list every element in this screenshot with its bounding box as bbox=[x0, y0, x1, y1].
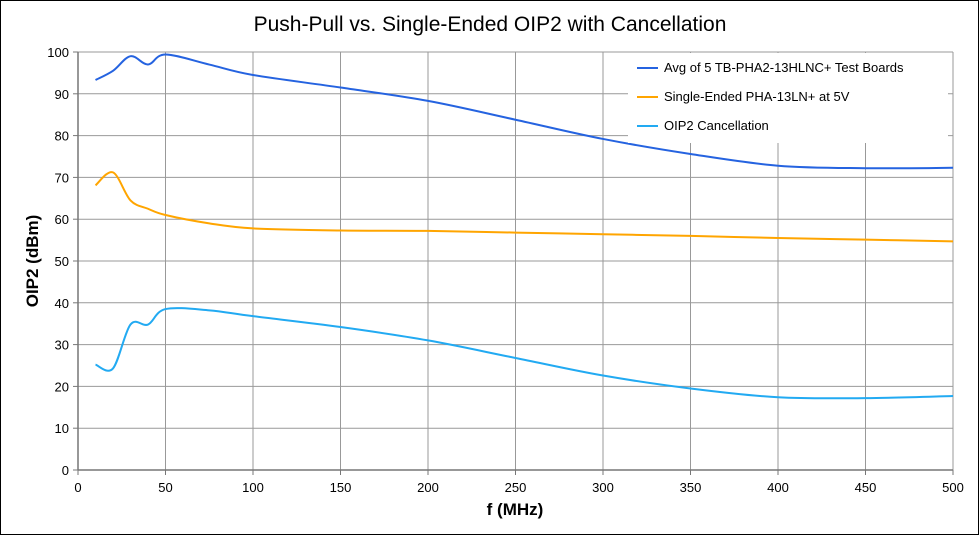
series-line-1 bbox=[94, 171, 954, 243]
legend: Avg of 5 TB-PHA2-13HLNC+ Test Boards Sing… bbox=[628, 53, 948, 143]
x-tick-label: 250 bbox=[505, 480, 527, 495]
y-tick-label: 100 bbox=[47, 45, 69, 60]
x-tick-label: 150 bbox=[330, 480, 352, 495]
series-line-0 bbox=[95, 53, 954, 170]
x-tick-label: 200 bbox=[417, 480, 439, 495]
y-tick-label: 20 bbox=[55, 379, 69, 394]
legend-label: Avg of 5 TB-PHA2-13HLNC+ Test Boards bbox=[664, 60, 904, 75]
series-line-2 bbox=[95, 307, 954, 400]
y-axis-label: OIP2 (dBm) bbox=[23, 215, 42, 308]
legend-background bbox=[628, 53, 948, 143]
x-tick-label: 0 bbox=[74, 480, 81, 495]
x-tick-label: 500 bbox=[942, 480, 964, 495]
x-tick-label: 100 bbox=[242, 480, 264, 495]
x-tick-label: 300 bbox=[592, 480, 614, 495]
y-tick-label: 30 bbox=[55, 338, 69, 353]
y-tick-label: 50 bbox=[55, 254, 69, 269]
y-tick-label: 90 bbox=[55, 87, 69, 102]
y-tick-label: 40 bbox=[55, 296, 69, 311]
x-axis-label: f (MHz) bbox=[487, 500, 544, 519]
x-tick-label: 400 bbox=[767, 480, 789, 495]
y-tick-label: 70 bbox=[55, 170, 69, 185]
y-tick-label: 10 bbox=[55, 421, 69, 436]
y-tick-label: 80 bbox=[55, 129, 69, 144]
legend-label: Single-Ended PHA-13LN+ at 5V bbox=[664, 89, 850, 104]
y-tick-label: 0 bbox=[62, 463, 69, 478]
legend-label: OIP2 Cancellation bbox=[664, 118, 769, 133]
x-tick-label: 350 bbox=[680, 480, 702, 495]
y-tick-label: 60 bbox=[55, 212, 69, 227]
x-tick-label: 450 bbox=[855, 480, 877, 495]
x-tick-label: 50 bbox=[158, 480, 172, 495]
chart-title: Push-Pull vs. Single-Ended OIP2 with Can… bbox=[254, 13, 727, 36]
